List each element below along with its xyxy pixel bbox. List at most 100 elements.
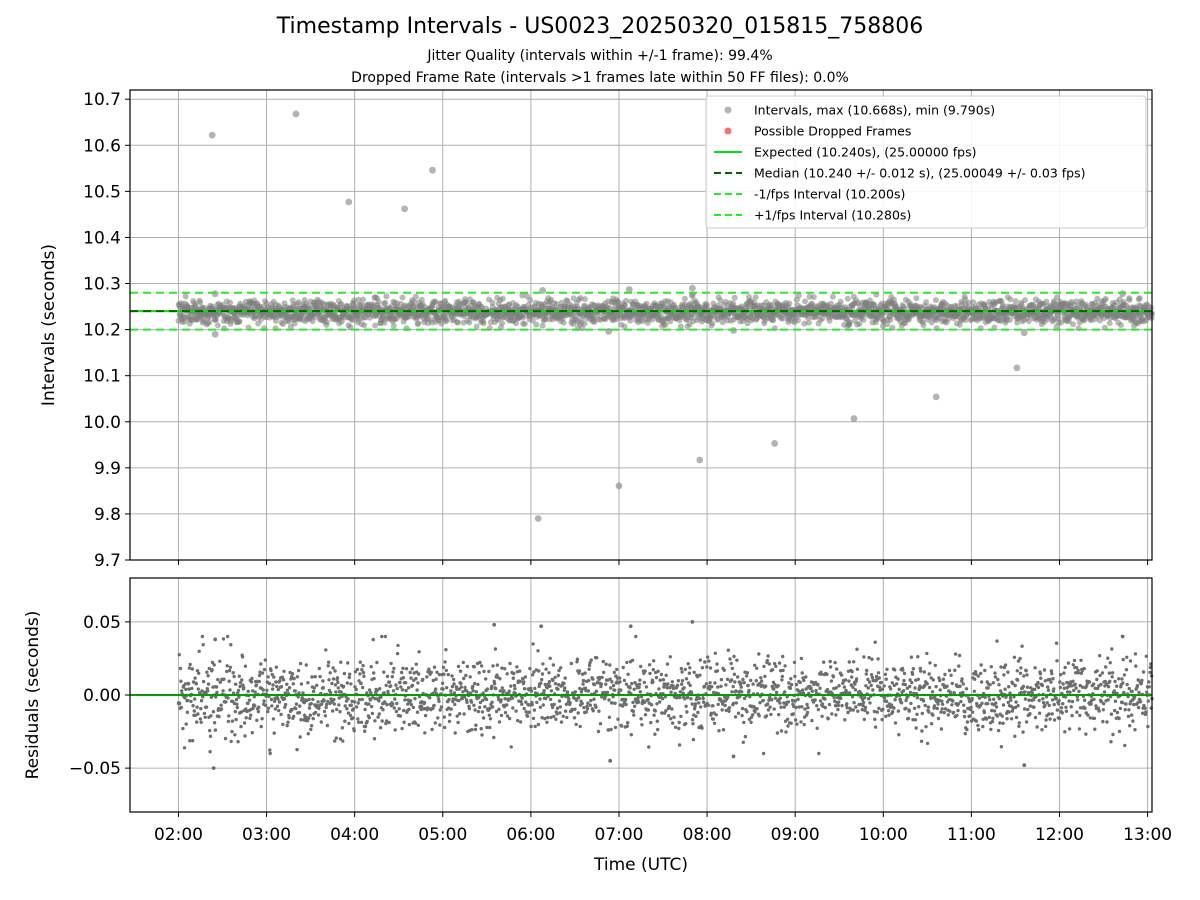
residual-point — [619, 724, 624, 728]
residual-point — [994, 705, 999, 709]
residual-point — [299, 718, 303, 722]
residual-point — [751, 682, 755, 686]
residual-point — [1052, 702, 1056, 707]
residual-point — [236, 740, 240, 744]
interval-outlier-point — [401, 205, 408, 213]
residual-point — [1057, 698, 1061, 703]
residual-point — [931, 713, 935, 717]
residual-point — [687, 671, 692, 675]
residual-point — [334, 736, 338, 740]
residual-point — [1067, 727, 1072, 731]
interval-point — [412, 293, 419, 300]
residual-point — [702, 684, 707, 689]
residual-point — [440, 681, 445, 685]
residual-point — [1089, 702, 1093, 706]
residual-point — [328, 671, 332, 675]
residual-point — [508, 661, 512, 666]
residual-point — [549, 689, 554, 693]
residual-point — [691, 737, 696, 742]
residual-point — [185, 710, 190, 714]
residual-point — [671, 721, 675, 725]
residual-point — [742, 681, 746, 685]
interval-point — [513, 320, 519, 327]
residual-point — [197, 649, 201, 653]
residual-point — [260, 671, 265, 675]
residual-point — [551, 678, 555, 683]
residual-point — [391, 689, 396, 693]
residual-point — [653, 732, 657, 736]
residual-point — [904, 706, 908, 710]
interval-point — [347, 324, 354, 331]
interval-point — [577, 295, 584, 301]
residual-point — [233, 709, 237, 714]
residual-point — [354, 705, 359, 709]
residual-point — [313, 710, 318, 715]
residual-point — [936, 716, 941, 721]
residual-point — [309, 724, 314, 728]
residual-point — [339, 660, 343, 664]
residual-point — [480, 733, 484, 737]
residual-point — [852, 701, 856, 705]
residual-point — [487, 713, 491, 717]
residual-point — [479, 727, 483, 731]
residual-point — [864, 672, 868, 676]
interval-point — [1136, 295, 1143, 302]
residual-point — [191, 739, 195, 743]
residual-point — [962, 703, 966, 707]
residual-point — [951, 710, 956, 715]
residual-point — [785, 717, 790, 721]
residual-point — [642, 680, 646, 685]
residual-point — [597, 709, 601, 713]
residual-point — [1099, 682, 1103, 687]
residual-point — [367, 702, 371, 706]
residual-point — [1098, 673, 1102, 678]
residual-point — [556, 673, 560, 678]
residual-point — [201, 643, 205, 647]
residual-point — [698, 673, 702, 677]
residual-point — [520, 702, 524, 706]
residual-point — [369, 665, 373, 669]
residual-point — [253, 690, 257, 694]
residual-point — [294, 706, 298, 711]
interval-point — [887, 316, 894, 323]
residual-point — [243, 734, 247, 738]
residual-point — [324, 705, 328, 710]
interval-point — [383, 293, 390, 300]
residual-point — [311, 689, 316, 694]
residual-point — [476, 682, 480, 687]
interval-point — [539, 322, 546, 329]
residual-point — [755, 666, 759, 670]
residual-point — [382, 670, 386, 674]
residual-point — [512, 683, 517, 688]
residual-point — [682, 686, 686, 690]
residual-point — [851, 708, 855, 712]
residual-point — [920, 729, 924, 733]
residual-point — [215, 690, 219, 695]
residual-point — [762, 664, 766, 669]
residual-point — [735, 658, 739, 662]
residual-point — [655, 702, 659, 706]
residual-point — [507, 689, 511, 693]
residual-point — [893, 668, 897, 672]
residual-point — [1073, 682, 1078, 686]
residual-point — [408, 670, 412, 675]
jitter-quality-subtitle: Jitter Quality (intervals within +/-1 fr… — [427, 48, 773, 64]
residual-point — [390, 675, 394, 679]
residual-point — [919, 739, 924, 743]
residual-point — [249, 680, 254, 684]
residual-point — [949, 673, 953, 677]
residual-point — [219, 707, 224, 711]
residual-point — [472, 703, 476, 707]
residual-point — [312, 686, 317, 690]
residual-point — [680, 670, 684, 674]
residual-point — [497, 720, 502, 724]
residual-point — [318, 674, 322, 679]
residual-point — [1016, 704, 1020, 708]
residual-point — [981, 724, 985, 729]
residual-point — [190, 667, 194, 671]
residual-point — [531, 716, 536, 721]
interval-point — [272, 317, 279, 324]
residual-point — [512, 671, 516, 676]
residual-point — [828, 665, 833, 669]
interval-point — [795, 317, 801, 324]
